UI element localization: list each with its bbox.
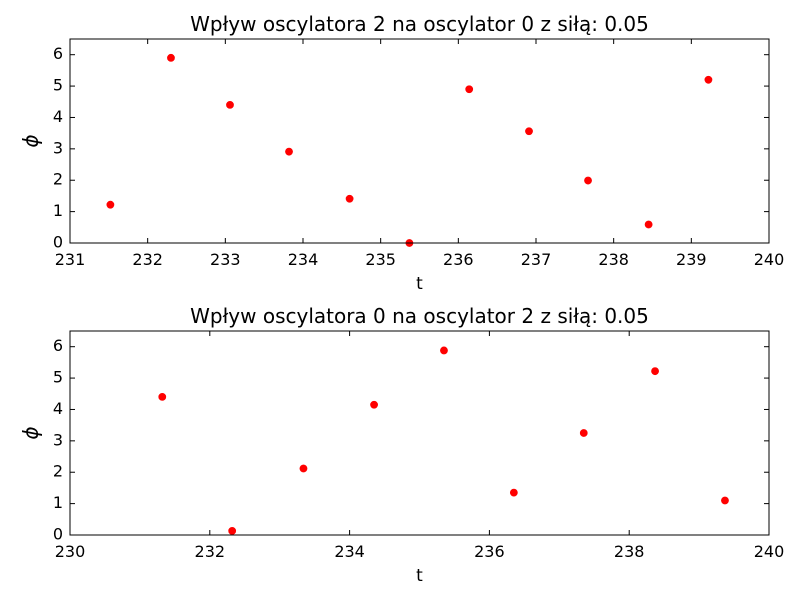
y-axis-label: ϕ (19, 134, 43, 147)
y-tick-label: 6 (53, 336, 63, 355)
data-point (584, 176, 592, 185)
y-tick-label: 4 (53, 399, 63, 418)
x-tick-label: 232 (195, 542, 226, 561)
data-point (704, 75, 713, 84)
y-tick-label: 4 (53, 107, 63, 126)
data-points (158, 346, 729, 535)
data-point (721, 496, 729, 505)
top-subplot: Wpływ oscylatora 2 na oscylator 0 z siłą… (19, 12, 785, 294)
y-tick-label: 0 (53, 525, 63, 544)
x-tick-label: 234 (288, 250, 319, 269)
y-tick-label: 6 (53, 44, 63, 63)
y-tick-label: 2 (53, 462, 63, 481)
y-axis-label: ϕ (19, 426, 43, 439)
data-point (579, 429, 588, 437)
x-tick-label: 240 (754, 250, 785, 269)
x-tick-label: 238 (598, 250, 629, 269)
data-point (345, 194, 354, 203)
data-point (440, 346, 448, 355)
data-point (285, 147, 293, 156)
y-tick-label: 2 (53, 170, 63, 189)
x-tick-label: 233 (210, 250, 241, 269)
y-tick-label: 1 (53, 493, 63, 512)
data-point (644, 220, 653, 229)
x-tick-label: 239 (676, 250, 707, 269)
data-point (226, 101, 234, 109)
y-tick-label: 0 (53, 233, 63, 252)
x-tick-label: 240 (754, 542, 785, 561)
x-tick-label: 236 (474, 542, 505, 561)
data-point (465, 85, 474, 94)
y-tick-label: 3 (53, 430, 63, 449)
chart-title: Wpływ oscylatora 0 na oscylator 2 z siłą… (190, 304, 649, 328)
data-point (228, 527, 237, 535)
x-tick-label: 237 (521, 250, 552, 269)
y-tick-label: 3 (53, 138, 63, 157)
data-point (167, 53, 175, 62)
y-tick-label: 5 (53, 368, 63, 387)
x-tick-label: 238 (614, 542, 645, 561)
data-point (370, 400, 378, 409)
data-point (651, 367, 659, 376)
x-axis-label: t (416, 274, 423, 294)
x-axis-label: t (416, 566, 423, 586)
x-tick-label: 234 (334, 542, 365, 561)
data-point (299, 464, 308, 473)
data-points (106, 53, 713, 247)
data-point (509, 488, 518, 497)
data-point (106, 200, 115, 209)
x-tick-label: 231 (55, 250, 86, 269)
chart-title: Wpływ oscylatora 2 na oscylator 0 z siłą… (190, 12, 649, 36)
x-tick-label: 232 (132, 250, 163, 269)
bottom-subplot: Wpływ oscylatora 0 na oscylator 2 z siłą… (19, 304, 785, 586)
x-tick-label: 235 (365, 250, 396, 269)
x-tick-label: 236 (443, 250, 474, 269)
y-tick-label: 1 (53, 201, 63, 220)
data-point (525, 127, 533, 136)
data-point (158, 393, 167, 401)
plot-frame (69, 38, 770, 244)
y-tick-label: 5 (53, 76, 63, 95)
plot-frame (69, 330, 770, 536)
x-tick-label: 230 (55, 542, 86, 561)
